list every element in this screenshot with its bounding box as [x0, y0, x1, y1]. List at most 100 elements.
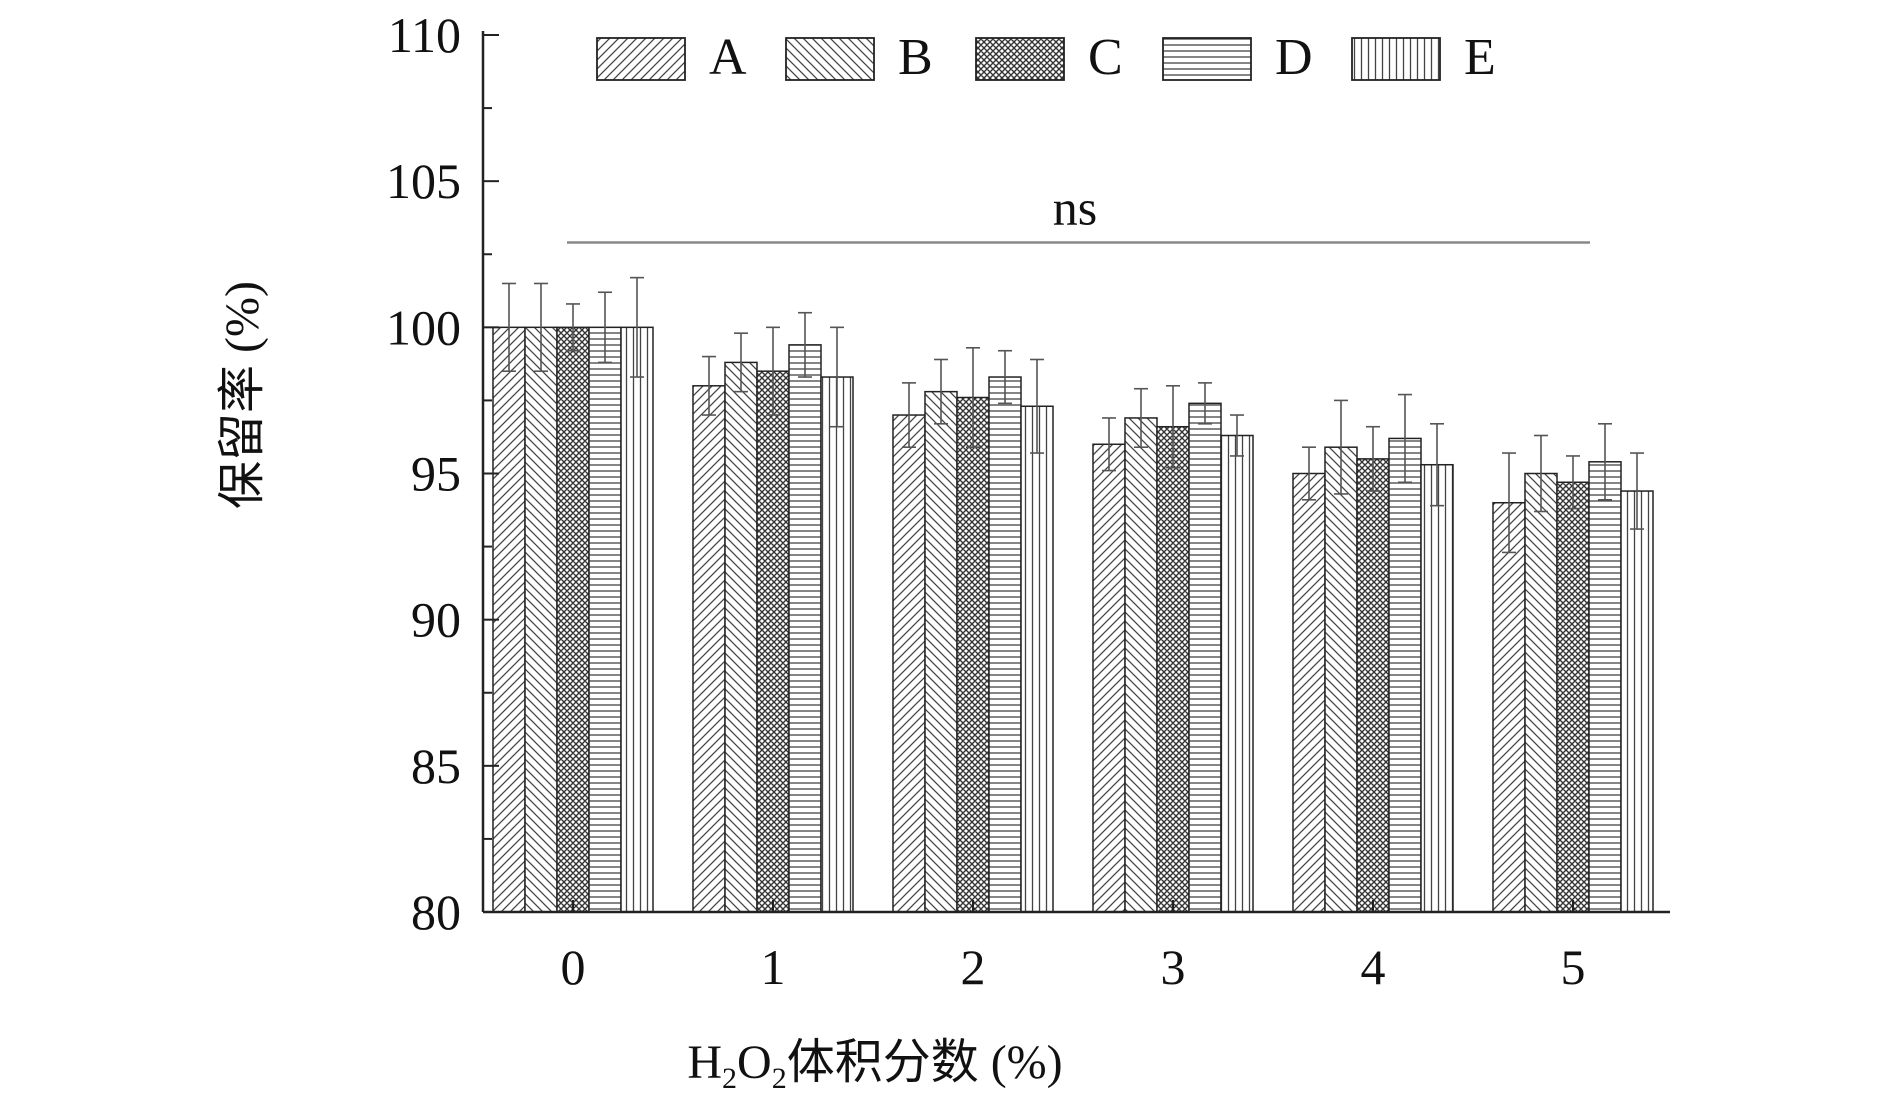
- error-bar-C-0: [566, 303, 580, 352]
- error-bar-B-0: [534, 282, 548, 372]
- x-axis-label: H2O2体积分数 (%): [687, 1036, 1062, 1095]
- legend-swatch: [785, 37, 875, 81]
- error-bar-D-0: [598, 291, 612, 364]
- legend-label: C: [1088, 29, 1123, 86]
- bars-layer: [492, 276, 1654, 913]
- bar-A-4: [1292, 472, 1326, 913]
- legend-swatch: [1351, 37, 1441, 81]
- legend-label: B: [898, 29, 933, 86]
- y-tick-label: 110: [388, 7, 461, 63]
- bar-D-2: [988, 376, 1022, 913]
- bar-D-0: [588, 326, 622, 913]
- x-tick-label: 2: [961, 939, 986, 995]
- legend-label: A: [709, 29, 747, 86]
- error-bar-B-5: [1534, 434, 1548, 513]
- x-label-part: H: [687, 1036, 722, 1089]
- error-bar-B-1: [734, 332, 748, 393]
- bar-E-5: [1620, 490, 1654, 913]
- axes-layer: 80 85 90 95 100 105 110 0 1 2 3 4 5: [386, 7, 1670, 995]
- x-tick-label: 1: [761, 939, 786, 995]
- error-bar-E-2: [1030, 358, 1044, 454]
- bar-C-3: [1156, 425, 1190, 913]
- y-tick-label: 80: [411, 884, 461, 940]
- error-bar-C-1: [766, 326, 780, 416]
- legend-item-E: E: [1351, 29, 1496, 86]
- significance-label: ns: [1053, 180, 1097, 236]
- error-bar-A-1: [702, 355, 716, 416]
- legend-swatch: [1162, 37, 1252, 81]
- bar-B-0: [524, 326, 558, 913]
- bar-C-0: [556, 326, 590, 913]
- error-bar-A-0: [502, 282, 516, 372]
- bar-E-3: [1220, 434, 1254, 913]
- y-tick-label: 85: [411, 738, 461, 794]
- error-bar-C-5: [1566, 455, 1580, 510]
- error-bar-A-4: [1302, 446, 1316, 501]
- x-label-subscript: 2: [722, 1062, 737, 1095]
- legend: A B C D E: [596, 29, 1496, 86]
- error-bar-C-3: [1166, 384, 1180, 469]
- bar-B-1: [724, 361, 758, 913]
- bar-C-5: [1556, 481, 1590, 913]
- bar-A-1: [692, 385, 726, 913]
- legend-swatch: [975, 37, 1065, 81]
- legend-item-A: A: [596, 29, 747, 86]
- y-tick-label: 95: [411, 446, 461, 502]
- error-bar-E-5: [1630, 452, 1644, 530]
- bar-E-2: [1020, 405, 1054, 913]
- bar-B-2: [924, 390, 958, 913]
- x-label-subscript: 2: [772, 1062, 787, 1095]
- bar-B-5: [1524, 472, 1558, 913]
- error-bar-D-4: [1398, 393, 1412, 484]
- error-bar-E-1: [830, 326, 844, 428]
- x-tick-label: 3: [1161, 939, 1186, 995]
- error-bar-A-2: [902, 382, 916, 448]
- bar-E-1: [820, 376, 854, 913]
- bar-D-3: [1188, 402, 1222, 913]
- error-bar-A-5: [1502, 452, 1516, 554]
- annotation-layer: ns: [567, 180, 1590, 244]
- y-tick-label: 90: [411, 592, 461, 648]
- bar-D-1: [788, 344, 822, 913]
- error-bar-E-0: [630, 276, 644, 378]
- x-label-part: 体积分数 (%): [787, 1036, 1063, 1089]
- legend-item-C: C: [975, 29, 1123, 86]
- bar-C-4: [1356, 458, 1390, 913]
- bar-B-3: [1124, 417, 1158, 913]
- error-bar-A-3: [1102, 417, 1116, 472]
- bar-A-5: [1492, 501, 1526, 913]
- bar-D-4: [1388, 437, 1422, 913]
- x-label-part: O: [737, 1036, 772, 1089]
- legend-swatch: [596, 37, 686, 81]
- error-bar-C-4: [1366, 425, 1380, 492]
- bar-B-4: [1324, 446, 1358, 913]
- x-tick-label: 4: [1361, 939, 1386, 995]
- bar-A-3: [1092, 443, 1126, 913]
- error-bar-D-3: [1198, 382, 1212, 425]
- legend-item-B: B: [785, 29, 933, 86]
- error-bar-B-4: [1334, 399, 1348, 495]
- error-bar-D-1: [798, 311, 812, 378]
- x-tick-label: 0: [561, 939, 586, 995]
- y-axis-label: 保留率 (%): [216, 281, 269, 509]
- error-bar-C-2: [966, 346, 980, 448]
- y-tick-label: 105: [386, 153, 461, 209]
- y-tick-label: 100: [386, 299, 461, 355]
- error-bar-B-2: [934, 358, 948, 425]
- legend-label: D: [1275, 29, 1313, 86]
- bar-C-2: [956, 396, 990, 913]
- error-bar-D-2: [998, 349, 1012, 405]
- bar-E-0: [620, 326, 654, 913]
- bar-E-4: [1420, 463, 1454, 913]
- error-bar-D-5: [1598, 423, 1612, 501]
- bar-A-2: [892, 414, 926, 913]
- legend-label: E: [1464, 29, 1496, 86]
- error-bar-B-3: [1134, 387, 1148, 448]
- bar-C-1: [756, 370, 790, 913]
- legend-item-D: D: [1162, 29, 1313, 86]
- error-bar-E-4: [1430, 423, 1444, 507]
- x-tick-label: 5: [1561, 939, 1586, 995]
- bar-D-5: [1588, 461, 1622, 913]
- error-bar-E-3: [1230, 414, 1244, 457]
